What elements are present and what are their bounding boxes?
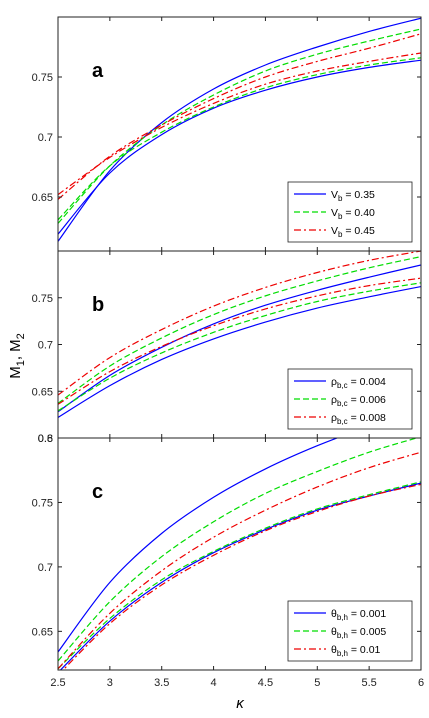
x-tick-label: 2.5 (50, 677, 65, 689)
x-tick-label: 5 (314, 677, 320, 689)
legend-symbol: ρ (331, 394, 337, 406)
legend-subscript: b,h (337, 613, 348, 622)
x-tick-label: 3.5 (154, 677, 169, 689)
x-tick-label: 6 (418, 677, 424, 689)
legend-symbol: ρ (331, 376, 337, 388)
series-line-2 (58, 59, 421, 235)
legend-subscript: b,h (337, 649, 348, 658)
legend-symbol: ρ (331, 412, 337, 424)
legend-subscript: b (338, 194, 343, 203)
x-tick-label: 3 (107, 677, 113, 689)
y-axis-label: M1, M2 (7, 333, 27, 379)
series-line-5 (58, 451, 421, 670)
series-line-1 (58, 264, 421, 413)
series-line-4 (58, 282, 421, 412)
x-tick-labels: 2.5 3 3.5 4 4.5 5 5.5 6 (50, 677, 424, 689)
series-group (58, 251, 421, 418)
series-group (58, 438, 421, 670)
y-tick-label: 0.65 (32, 386, 53, 398)
x-tick-label: 4 (211, 677, 217, 689)
y-tick-label: 0.65 (32, 626, 53, 638)
series-line-6 (58, 52, 421, 196)
legend-value: = 0.004 (348, 376, 386, 388)
x-tick-label: 5.5 (361, 677, 376, 689)
legend-entry: ρb,c = 0.008 (331, 412, 386, 426)
legend-value: = 0.006 (348, 394, 386, 406)
x-tick-label: 4.5 (258, 677, 273, 689)
y-tick-label: 0.7 (38, 340, 53, 352)
legend-entry: θb,h = 0.01 (331, 644, 381, 658)
y-tick-label: 0.75 (32, 293, 53, 305)
y-tick-label: 0.65 (32, 192, 53, 204)
series-line-1 (58, 438, 339, 653)
legend-entry: ρb,c = 0.004 (331, 376, 386, 390)
y-axis-label-sep: , M (7, 339, 24, 360)
y-axis-label-sub2: 2 (15, 333, 27, 339)
y-tick-label: 0.75 (32, 497, 53, 509)
legend-subscript: b (338, 212, 343, 221)
legend-symbol: V (331, 225, 338, 237)
legend-value: = 0.45 (342, 225, 375, 237)
legend-entry: Vb = 0.45 (331, 225, 375, 239)
y-axis-label-sub1: 1 (15, 360, 27, 366)
legend-entry: θb,h = 0.001 (331, 608, 386, 622)
legend-subscript: b (338, 230, 343, 239)
series-line-3 (58, 438, 419, 662)
series-group (58, 17, 421, 242)
legend-value: = 0.005 (348, 626, 386, 638)
panel-letter: b (92, 294, 104, 316)
legend-value: = 0.40 (342, 207, 375, 219)
legend-box (287, 181, 413, 243)
legend-value: = 0.01 (348, 644, 381, 656)
legend-symbol: θ (331, 626, 337, 638)
legend-subscript: b,c (337, 417, 348, 426)
y-tick-label: 0.75 (32, 72, 53, 84)
legend-subscript: b,h (337, 631, 348, 640)
series-line-5 (58, 33, 421, 200)
legend-entry: ρb,c = 0.006 (331, 394, 386, 408)
y-tick-label-top: 0.6 (38, 433, 53, 445)
legend-subscript: b,c (337, 381, 348, 390)
plot-frame (57, 437, 422, 671)
legend-value: = 0.008 (348, 412, 386, 424)
y-tick-label: 0.7 (38, 562, 53, 574)
series-line-3 (58, 256, 421, 404)
legend-value: = 0.001 (348, 608, 386, 620)
legend-entry: Vb = 0.40 (331, 207, 375, 221)
panel-letter: a (92, 60, 104, 82)
series-line-4 (58, 57, 421, 221)
legend-symbol: V (331, 207, 338, 219)
legend-symbol: θ (331, 644, 337, 656)
y-tick-label: 0.8 (38, 433, 53, 445)
series-line-2 (59, 482, 421, 670)
series-line-4 (58, 481, 421, 670)
series-line-1 (58, 17, 421, 242)
series-line-5 (58, 251, 421, 396)
legend-symbol: V (331, 189, 338, 201)
panel-letter: c (92, 481, 103, 503)
legend-symbol: θ (331, 608, 337, 620)
series-line-2 (58, 285, 421, 418)
y-tick-label: 0.7 (38, 132, 53, 144)
legend-value: = 0.35 (342, 189, 375, 201)
series-line-6 (58, 277, 421, 405)
legend-entry: θb,h = 0.005 (331, 626, 386, 640)
legend-entry: Vb = 0.35 (331, 189, 375, 203)
legend-subscript: b,c (337, 399, 348, 408)
x-axis-label: κ (236, 695, 245, 712)
